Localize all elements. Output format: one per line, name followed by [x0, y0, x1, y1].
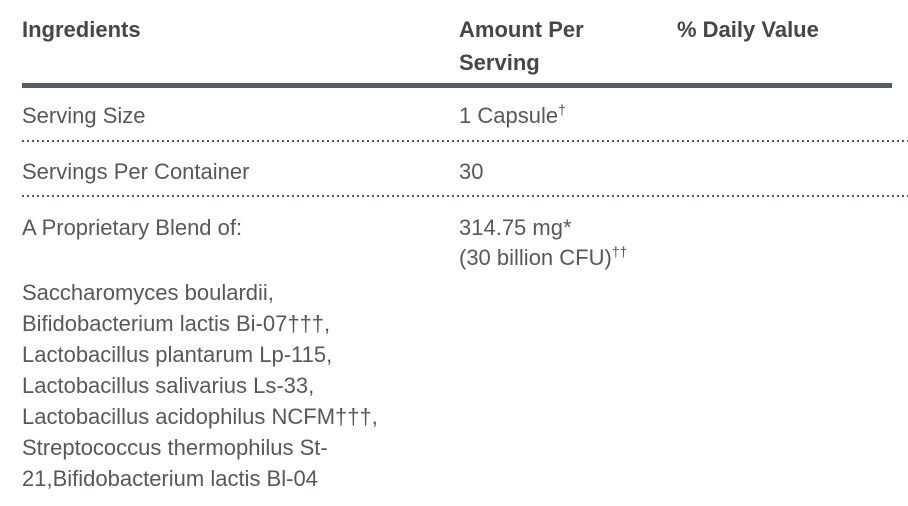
proprietary-blend-ingredient-list: Saccharomyces boulardii, Bifidobacterium…	[22, 277, 459, 494]
servings-per-container-value: 30	[459, 159, 484, 184]
proprietary-blend-label: A Proprietary Blend of:	[22, 215, 243, 240]
servings-per-container-label: Servings Per Container	[22, 159, 250, 184]
supplement-facts-table: Ingredients Amount Per Serving % Daily V…	[22, 0, 908, 494]
serving-size-label: Serving Size	[22, 103, 146, 128]
blend-ingredient-line: Lactobacillus acidophilus NCFM†††,	[22, 404, 378, 429]
row-divider-dotted	[22, 140, 908, 142]
blend-ingredient-line: Saccharomyces boulardii,	[22, 280, 274, 305]
blend-ingredient-line: Bifidobacterium lactis Bi-07†††,	[22, 311, 331, 336]
row-serving-size: Serving Size 1 Capsule†	[22, 88, 908, 140]
proprietary-blend-amount-cell: 314.75 mg* (30 billion CFU)††	[459, 213, 677, 494]
blend-ingredient-line: Lactobacillus salivarius Ls-33,	[22, 373, 315, 398]
proprietary-blend-cfu-footnote-mark: ††	[611, 243, 628, 260]
blend-ingredient-line: Lactobacillus plantarum Lp-115,	[22, 342, 333, 367]
proprietary-blend-amount: 314.75 mg*	[459, 215, 572, 240]
proprietary-blend-cfu: (30 billion CFU)††	[459, 243, 677, 273]
proprietary-blend-daily-value-empty	[677, 213, 908, 494]
header-divider-rule	[22, 83, 892, 88]
servings-per-container-daily-value-empty	[677, 157, 908, 187]
row-proprietary-blend: A Proprietary Blend of: Saccharomyces bo…	[22, 197, 908, 494]
proprietary-blend-cfu-text: (30 billion CFU)	[459, 245, 612, 270]
blend-ingredient-line: Streptococcus thermophilus St-	[22, 435, 328, 460]
header-daily-value: % Daily Value	[677, 17, 819, 42]
header-amount-per-serving: Amount Per Serving	[459, 17, 584, 75]
table-header-row: Ingredients Amount Per Serving % Daily V…	[22, 0, 908, 83]
proprietary-blend-cell: A Proprietary Blend of: Saccharomyces bo…	[22, 213, 459, 494]
header-amount-per-serving-cell: Amount Per Serving	[459, 13, 677, 79]
serving-size-daily-value-empty	[677, 101, 908, 131]
serving-size-value: 1 Capsule†	[459, 101, 677, 131]
blend-ingredient-line: 21,Bifidobacterium lactis Bl-04	[22, 466, 318, 491]
row-servings-per-container: Servings Per Container 30	[22, 142, 908, 195]
row-divider-dotted	[22, 195, 908, 197]
header-ingredients: Ingredients	[22, 17, 141, 42]
serving-size-footnote-mark: †	[558, 101, 566, 118]
serving-size-amount: 1 Capsule	[459, 103, 559, 128]
